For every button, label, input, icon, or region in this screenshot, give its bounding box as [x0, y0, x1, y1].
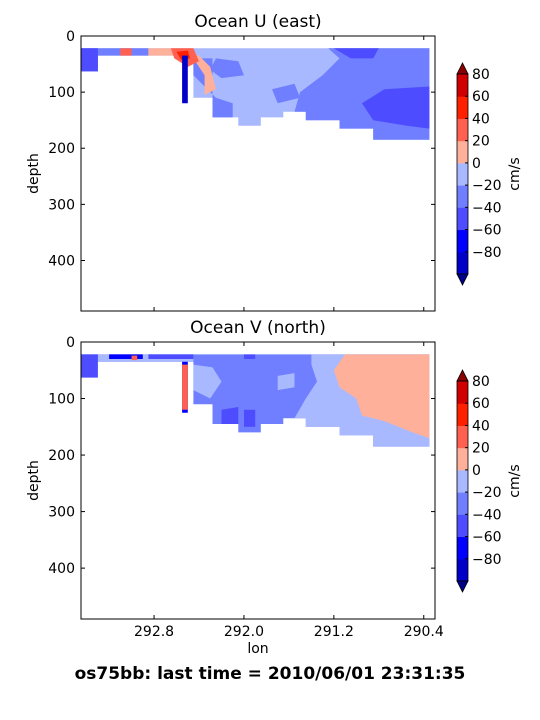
colorbar-band: [457, 185, 468, 208]
contour-region: [362, 86, 430, 129]
x-tick-label: 290.4: [404, 624, 444, 640]
colorbar-tick-label: 80: [472, 374, 490, 390]
colorbar-band: [457, 403, 468, 426]
contour-region: [81, 354, 98, 378]
contour-regions: [81, 48, 430, 140]
y-tick-label: 200: [48, 448, 75, 464]
colorbar-tick-label: 40: [472, 418, 490, 434]
contour-region: [148, 354, 194, 359]
colorbar-tick-label: 20: [472, 134, 490, 150]
colorbar-band: [457, 140, 468, 164]
colorbar-label: cm/s: [507, 157, 523, 190]
contour-region: [120, 48, 132, 56]
y-tick-label: 200: [48, 141, 75, 157]
colorbar-tick-label: −60: [472, 223, 502, 239]
contour-region: [221, 407, 239, 424]
colorbar-frame: [456, 380, 469, 582]
contour-region: [131, 355, 138, 361]
contour-region: [182, 364, 188, 410]
plot-frame: [80, 35, 436, 312]
colorbar-band: [457, 162, 468, 186]
contour-region: [148, 48, 216, 95]
y-tick-label: 300: [48, 197, 75, 213]
colorbar-tick-label: −60: [472, 530, 502, 546]
y-axis-label: depth: [26, 460, 42, 501]
colorbar-tick-label: −20: [472, 178, 502, 194]
colorbar-tick-label: −80: [472, 552, 502, 568]
y-axis-label: depth: [26, 153, 42, 194]
colorbar-extend-high: [456, 62, 469, 75]
colorbar-band: [457, 229, 468, 253]
colorbar-band: [457, 536, 468, 560]
contour-region: [193, 364, 222, 399]
x-axis-label: lon: [247, 641, 268, 657]
colorbar-band: [457, 492, 468, 515]
x-tick-label: 291.2: [314, 624, 354, 640]
contour-region: [277, 373, 295, 391]
y-tick-label: 400: [48, 253, 75, 269]
colorbar-tick-label: 40: [472, 111, 490, 127]
colorbar-tick-label: 0: [472, 463, 481, 479]
y-tick-label: 0: [66, 29, 75, 45]
colorbar-tick-label: −40: [472, 507, 502, 523]
colorbar: 80 60 40 20 0 −20 −40 −60 −80 cm/s: [456, 369, 523, 593]
colorbar-frame: [456, 73, 469, 275]
colorbar-tick-label: −20: [472, 485, 502, 501]
contour-region: [210, 58, 244, 79]
figure-footer-title: os75bb: last time = 2010/06/01 23:31:35: [74, 664, 466, 684]
colorbar-tick-label: −80: [472, 245, 502, 261]
contour-region: [333, 48, 379, 59]
contour-region: [182, 55, 188, 104]
colorbar-band: [457, 425, 468, 449]
y-tick-label: 400: [48, 561, 75, 577]
contour-region: [81, 48, 98, 72]
contour-region: [333, 354, 430, 439]
colorbar-label: cm/s: [507, 464, 523, 497]
colorbar-tick-label: −40: [472, 200, 502, 216]
contour-region: [272, 83, 301, 104]
contour-regions: [81, 354, 430, 447]
colorbar-band: [457, 207, 468, 231]
colorbar-band: [457, 447, 468, 471]
colorbar: 80 60 40 20 0 −20 −40 −60 −80 cm/s: [456, 62, 523, 286]
chart-panel-1: Ocean U (east)0100200300400depth80604020…: [26, 12, 523, 312]
y-tick-label: 0: [66, 335, 75, 351]
colorbar-band: [457, 118, 468, 142]
contour-region: [109, 354, 143, 359]
x-tick-label: 292.8: [134, 624, 174, 640]
colorbar-tick-label: 60: [472, 396, 490, 412]
y-tick-label: 100: [48, 85, 75, 101]
colorbar-extend-low: [456, 580, 469, 593]
contour-region: [244, 354, 256, 359]
colorbar-tick-label: 80: [472, 67, 490, 83]
plot-frame: [80, 341, 436, 620]
colorbar-tick-label: 20: [472, 441, 490, 457]
y-tick-label: 300: [48, 505, 75, 521]
chart-title: Ocean V (north): [190, 318, 326, 338]
colorbar-tick-label: 60: [472, 89, 490, 105]
colorbar-band: [457, 558, 468, 582]
colorbar-band: [457, 381, 468, 404]
colorbar-band: [457, 514, 468, 538]
y-tick-label: 100: [48, 392, 75, 408]
x-tick-label: 292.0: [224, 624, 264, 640]
colorbar-extend-high: [456, 369, 469, 382]
chart-title: Ocean U (east): [194, 12, 321, 32]
contour-region: [244, 409, 256, 427]
colorbar-band: [457, 74, 468, 97]
colorbar-extend-low: [456, 273, 469, 286]
colorbar-tick-label: 0: [472, 156, 481, 172]
colorbar-band: [457, 469, 468, 493]
colorbar-band: [457, 96, 468, 119]
colorbar-band: [457, 251, 468, 275]
